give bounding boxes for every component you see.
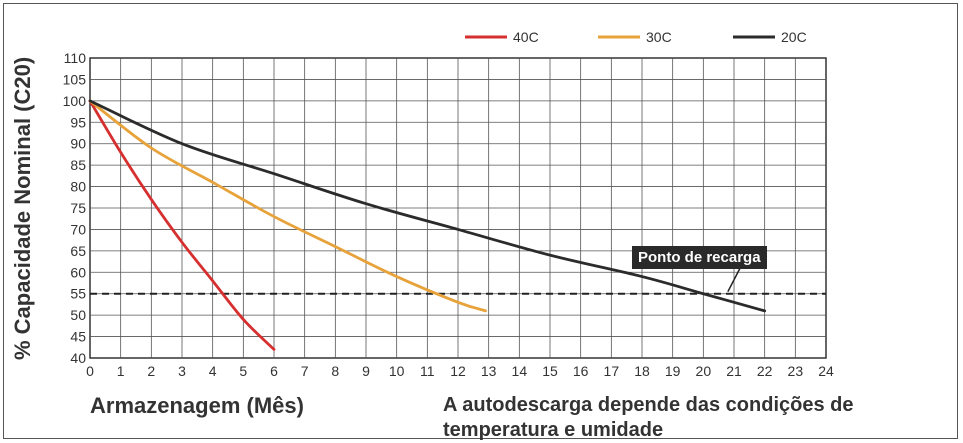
y-tick-label: 75 — [70, 200, 86, 216]
x-tick-label: 21 — [726, 363, 742, 379]
x-tick-label: 16 — [573, 363, 589, 379]
x-tick-label: 8 — [331, 363, 339, 379]
chart-frame — [3, 3, 958, 439]
y-tick-label: 65 — [70, 243, 86, 259]
legend-label-40c: 40C — [513, 29, 539, 45]
x-tick-label: 15 — [542, 363, 558, 379]
x-tick-label: 7 — [301, 363, 309, 379]
x-axis-label: Armazenagem (Mês) — [90, 393, 304, 418]
y-tick-label: 95 — [70, 114, 86, 130]
x-tick-label: 18 — [634, 363, 650, 379]
y-tick-label: 45 — [70, 329, 86, 345]
x-tick-label: 6 — [270, 363, 278, 379]
callout-pointer — [727, 267, 741, 293]
chart-note: A autodescarga depende das condições de … — [443, 394, 854, 441]
x-tick-label: 1 — [117, 363, 125, 379]
legend-label-20c: 20C — [781, 29, 807, 45]
x-tick-label: 4 — [209, 363, 217, 379]
y-tick-label: 55 — [70, 286, 86, 302]
x-tick-label: 13 — [481, 363, 497, 379]
x-tick-label: 12 — [450, 363, 466, 379]
y-axis-label: % Capacidade Nominal (C20) — [10, 56, 35, 360]
grid — [89, 57, 827, 359]
legend-label-30c: 30C — [646, 29, 672, 45]
x-tick-label: 3 — [178, 363, 186, 379]
x-tick-label: 17 — [604, 363, 620, 379]
y-ticks: 40 45 50 55 60 65 70 75 80 85 90 95 100 105 110 — [63, 50, 87, 366]
x-tick-label: 5 — [239, 363, 247, 379]
x-tick-label: 22 — [757, 363, 773, 379]
series-line-30c — [88, 99, 487, 313]
y-tick-label: 90 — [70, 136, 86, 152]
x-tick-label: 20 — [696, 363, 712, 379]
x-tick-label: 14 — [512, 363, 528, 379]
series-lines — [88, 99, 767, 351]
y-tick-label: 85 — [70, 157, 86, 173]
legend: 40C 30C 20C — [465, 29, 807, 45]
y-tick-label: 60 — [70, 264, 86, 280]
x-tick-label: 10 — [389, 363, 405, 379]
x-tick-label: 9 — [362, 363, 370, 379]
series-line-20c — [88, 99, 767, 313]
x-tick-label: 0 — [86, 363, 94, 379]
x-tick-label: 24 — [818, 363, 834, 379]
x-ticks: 0 1 2 3 4 5 6 7 8 9 10 11 12 13 14 15 16 17 18 19 20 21 22 23 24 — [86, 363, 834, 379]
y-tick-label: 100 — [63, 93, 87, 109]
recharge-point-callout: Ponto de recarga — [632, 246, 767, 269]
x-tick-label: 19 — [665, 363, 681, 379]
x-tick-label: 2 — [147, 363, 155, 379]
y-tick-label: 105 — [63, 71, 87, 87]
x-tick-label: 23 — [788, 363, 804, 379]
y-tick-label: 80 — [70, 179, 86, 195]
x-tick-label: 11 — [420, 363, 435, 379]
y-tick-label: 50 — [70, 307, 86, 323]
y-tick-label: 110 — [64, 50, 87, 66]
series-line-40c — [88, 99, 276, 351]
y-tick-label: 70 — [70, 221, 86, 237]
y-tick-label: 40 — [70, 350, 86, 366]
